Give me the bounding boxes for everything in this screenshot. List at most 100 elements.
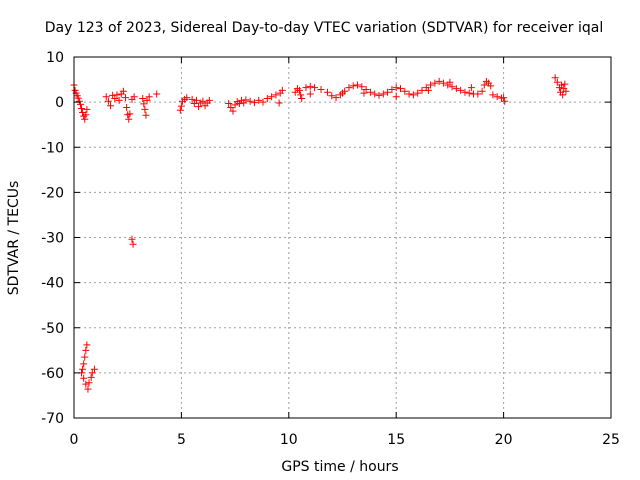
data-point	[298, 95, 306, 103]
x-axis-label: GPS time / hours	[281, 459, 398, 475]
x-tick-label: 15	[387, 432, 405, 448]
data-point	[183, 94, 191, 102]
data-point	[255, 96, 263, 104]
data-point	[418, 86, 426, 94]
data-point	[332, 94, 340, 102]
data-point	[82, 346, 90, 354]
data-point	[392, 84, 400, 92]
data-point	[122, 94, 130, 102]
data-point	[487, 82, 495, 90]
data-point	[123, 104, 131, 112]
data-point	[129, 240, 137, 248]
data-point	[246, 97, 254, 105]
data-point	[278, 86, 286, 94]
data-point	[489, 91, 497, 99]
data-point	[371, 90, 379, 98]
data-point	[297, 91, 305, 99]
data-point	[323, 88, 331, 96]
data-points	[70, 74, 570, 393]
data-point	[358, 83, 366, 91]
x-tick-label: 10	[280, 432, 298, 448]
data-point	[311, 84, 319, 92]
data-point	[362, 85, 370, 93]
data-point	[107, 102, 115, 110]
data-point	[205, 96, 213, 104]
data-point	[81, 115, 89, 123]
data-point	[302, 84, 310, 92]
data-point	[79, 365, 87, 373]
data-point	[104, 97, 112, 105]
data-point	[354, 81, 362, 89]
x-tick-label: 0	[70, 432, 79, 448]
data-point	[250, 99, 258, 107]
data-point	[275, 99, 283, 107]
y-tick-label: 10	[46, 50, 64, 66]
data-point	[259, 98, 267, 106]
data-point	[317, 85, 325, 93]
data-point	[448, 83, 456, 91]
chart-title: Day 123 of 2023, Sidereal Day-to-day VTE…	[45, 20, 603, 36]
data-point	[140, 100, 148, 108]
data-point	[306, 90, 314, 98]
data-point	[192, 96, 200, 104]
data-point	[396, 85, 404, 93]
data-point	[145, 93, 153, 101]
data-point	[195, 103, 203, 111]
data-point	[87, 373, 95, 381]
data-point	[405, 90, 413, 98]
y-tick-label: -40	[41, 276, 64, 292]
x-axis-ticks: 0 5 10 15 20 25	[70, 57, 620, 448]
data-point	[366, 88, 374, 96]
data-point	[296, 86, 304, 94]
data-point	[379, 90, 387, 98]
data-point	[427, 81, 435, 89]
data-point	[551, 74, 559, 82]
data-point	[306, 82, 314, 90]
data-point	[558, 81, 566, 89]
y-axis-ticks: 10 0 -10 -20 -30 -40 -50 -60 -70	[41, 50, 611, 427]
data-point	[457, 86, 465, 94]
grid-lines	[74, 57, 611, 418]
data-point	[76, 100, 84, 108]
y-tick-label: -60	[41, 366, 64, 382]
data-point	[74, 94, 82, 102]
data-point	[392, 93, 400, 101]
data-point	[446, 78, 454, 86]
data-point	[435, 77, 443, 85]
data-point	[115, 96, 123, 104]
data-point	[291, 88, 299, 96]
data-point	[414, 89, 422, 97]
data-point	[263, 95, 271, 103]
y-tick-label: -30	[41, 231, 64, 247]
data-point	[111, 95, 119, 103]
data-point	[80, 374, 88, 382]
data-point	[119, 87, 127, 95]
data-point	[176, 106, 184, 114]
y-tick-label: -10	[41, 140, 64, 156]
x-tick-label: 5	[177, 432, 186, 448]
data-point	[409, 91, 417, 99]
data-point	[480, 81, 488, 89]
data-point	[501, 97, 509, 105]
data-point	[431, 79, 439, 87]
data-point	[272, 91, 280, 99]
data-point	[268, 93, 276, 101]
data-point	[78, 104, 86, 112]
data-point	[83, 341, 91, 349]
data-point	[360, 89, 368, 97]
data-point	[339, 89, 346, 97]
data-point	[199, 97, 207, 105]
data-point	[424, 86, 432, 94]
data-point	[126, 110, 134, 118]
data-point	[553, 78, 561, 86]
data-point	[75, 97, 83, 105]
data-point	[143, 96, 151, 104]
data-point	[141, 105, 149, 113]
data-point	[401, 87, 409, 95]
data-point	[345, 84, 353, 92]
y-tick-label: -70	[41, 411, 64, 427]
data-point	[188, 95, 196, 103]
data-point	[84, 385, 92, 393]
data-point	[493, 93, 501, 101]
